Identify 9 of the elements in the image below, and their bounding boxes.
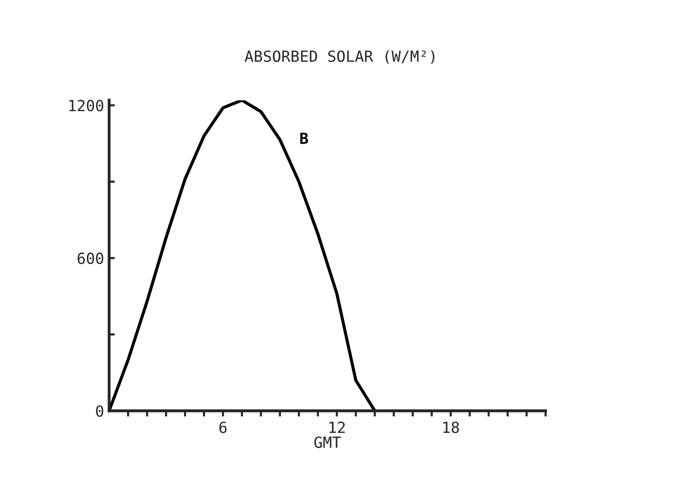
x-tick-label: 18 (443, 422, 459, 434)
chart-title: ABSORBED SOLAR (W/M²) (244, 50, 434, 64)
y-tick-label: 0 (96, 405, 104, 417)
y-tick-label: 1200 (69, 100, 104, 112)
x-axis-title: GMT (314, 436, 341, 448)
x-tick-label: 12 (329, 422, 345, 433)
series-label: B (300, 132, 308, 144)
x-tick-label: 6 (219, 422, 227, 434)
y-tick-label: 600 (78, 252, 104, 264)
